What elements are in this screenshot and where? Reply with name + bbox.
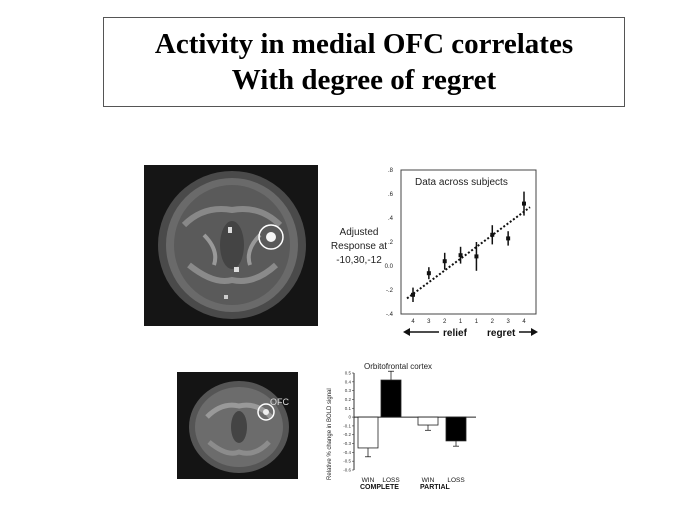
slide-title-line-2: With degree of regret [231, 64, 497, 96]
bar-y-tick-label: -0.2 [343, 432, 351, 437]
bar-y-tick-label: 0.5 [345, 371, 352, 376]
ofc-bar-chart: Orbitofrontal cortex Relative % change i… [327, 362, 476, 491]
scatter-point [506, 236, 511, 241]
scatter-point [474, 254, 479, 259]
adjusted-response-line-2: Response at [330, 241, 388, 252]
scatter-x-ticks: 4 3 2 1 1 2 3 4 [411, 319, 526, 325]
scatter-y-tick-label: .2 [388, 240, 394, 246]
bar [417, 416, 439, 426]
scatter-y-tick-label: -.4 [386, 312, 394, 318]
bar-x-label: LOSS [447, 477, 465, 484]
bar [380, 379, 402, 418]
bar-x-label: WIN [422, 477, 435, 484]
bar-y-tick-label: 0.4 [345, 379, 352, 384]
relief-group-label: relief [443, 328, 468, 339]
scatter-y-tick-label: .4 [388, 216, 394, 222]
scatter-point [442, 259, 447, 264]
bar-group-complete: COMPLETE [360, 484, 399, 491]
bar-y-tick-label: 0 [348, 415, 351, 420]
mri-ofc-slice-drawing [177, 372, 298, 479]
scatter-x-tick-label: 4 [411, 319, 415, 325]
bar-x-label: LOSS [382, 477, 400, 484]
scatter-point [490, 232, 495, 237]
adjusted-response-line-3: -10,30,-12 [336, 255, 382, 266]
slide-title-box: Activity in medial OFC correlates With d… [103, 17, 625, 107]
adjusted-response-line-1: Adjusted [339, 227, 379, 238]
mri-ofc-slice-image [177, 372, 298, 479]
bar-y-tick-label: -0.3 [343, 441, 351, 446]
scatter-x-tick-label: 4 [522, 319, 526, 325]
scatter-y-tick-label: .8 [388, 168, 394, 174]
scatter-fit-line [406, 206, 531, 300]
scatter-point [426, 271, 431, 276]
scatter-x-tick-label: 2 [491, 319, 495, 325]
scatter-x-tick-label: 1 [475, 319, 479, 325]
bar-y-ticks: 0.5 0.4 0.3 0.2 0.1 0 -0.1 -0.2 -0.3 -0.4 -0.5 -0.6 [343, 371, 354, 473]
mri-axial-slice-image [144, 165, 318, 326]
bar-y-tick-label: -0.1 [343, 423, 351, 428]
bar [357, 416, 379, 449]
bar-group-partial: PARTIAL [420, 484, 451, 491]
scatter-frame [400, 169, 537, 315]
regret-scatter-chart: Data across subjects .8 .6 .4 .2 0.0 -.2 -.4 4… [385, 168, 538, 339]
scatter-point [411, 292, 415, 297]
bar-y-tick-label: -0.5 [343, 459, 351, 464]
scatter-x-tick-label: 2 [443, 319, 447, 325]
scatter-x-tick-label: 3 [427, 319, 431, 325]
bar-y-tick-label: -0.4 [343, 450, 351, 455]
scatter-y-tick-label: -.2 [386, 288, 394, 294]
scatter-y-tick-label: .6 [388, 192, 394, 198]
scatter-marks [406, 191, 531, 302]
bar-x-labels: WIN LOSS WIN LOSS [362, 477, 466, 484]
scatter-point [522, 201, 526, 206]
bar-ylabel: Relative % change in BOLD signal [327, 388, 333, 480]
bar-title: Orbitofrontal cortex [364, 362, 432, 371]
bar-y-tick-label: 0.2 [345, 397, 352, 402]
slide-title-line-1: Activity in medial OFC correlates [154, 28, 574, 60]
bar-y-tick-label: 0.3 [345, 388, 352, 393]
bar-y-tick-label: 0.1 [345, 406, 352, 411]
relief-arrow-head [403, 328, 410, 336]
bar [445, 416, 467, 442]
ofc-region-label: OFC [270, 397, 289, 407]
regret-group-label: regret [487, 328, 516, 339]
scatter-y-ticks: .8 .6 .4 .2 0.0 -.2 -.4 [385, 168, 394, 318]
bar-marks [354, 370, 476, 458]
scatter-point [458, 253, 463, 258]
regret-arrow-head [531, 328, 538, 336]
adjusted-response-label: Adjusted Response at -10,30,-12 [318, 226, 400, 268]
bar-y-tick-label: -0.6 [343, 468, 351, 473]
scatter-title: Data across subjects [415, 177, 508, 188]
bar-x-label: WIN [362, 477, 375, 484]
scatter-x-tick-label: 3 [506, 319, 510, 325]
mri-axial-slice-drawing [144, 165, 318, 326]
scatter-y-tick-label: 0.0 [385, 264, 394, 270]
scatter-x-tick-label: 1 [459, 319, 463, 325]
